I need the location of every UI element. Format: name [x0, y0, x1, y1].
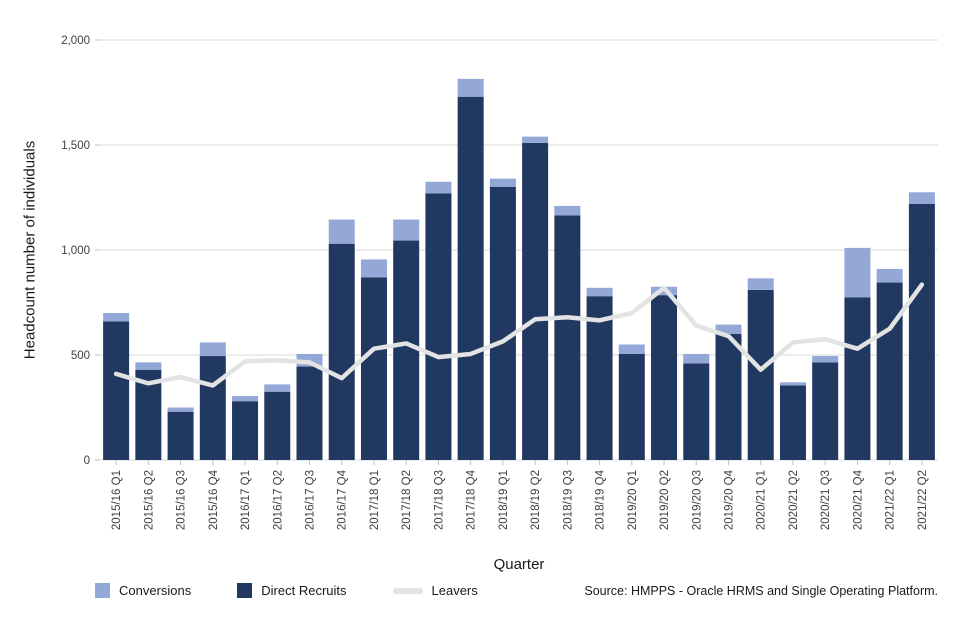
x-tick-label: 2020/21 Q4 — [852, 469, 864, 530]
bar-direct-recruits — [779, 385, 806, 460]
bar-direct-recruits — [167, 411, 194, 460]
x-tick-label: 2021/22 Q1 — [885, 470, 897, 530]
bar-conversions — [844, 247, 871, 298]
bar-direct-recruits — [844, 297, 871, 460]
legend-item-direct-recruits: Direct Recruits — [237, 583, 347, 598]
x-tick-label: 2016/17 Q1 — [240, 470, 252, 530]
legend-label: Conversions — [119, 583, 192, 598]
bar-direct-recruits — [651, 295, 678, 460]
leavers-line-swatch-icon — [392, 587, 423, 594]
bar-direct-recruits — [876, 282, 903, 460]
bar-conversions — [264, 384, 291, 392]
legend-swatch-icon — [95, 583, 110, 598]
x-tick-label: 2021/22 Q2 — [917, 470, 929, 530]
bar-conversions — [747, 278, 774, 290]
bar-direct-recruits — [522, 142, 549, 460]
bar-conversions — [103, 313, 130, 322]
bar-conversions — [457, 78, 484, 97]
bar-direct-recruits — [747, 289, 774, 460]
x-tick-label: 2018/19 Q3 — [562, 470, 574, 530]
y-tick-label: 2,000 — [61, 35, 90, 47]
x-tick-label: 2016/17 Q3 — [305, 470, 317, 530]
y-tick-label: 500 — [71, 350, 90, 362]
x-tick-label: 2020/21 Q3 — [820, 470, 832, 530]
bar-conversions — [683, 353, 710, 364]
x-tick-label: 2019/20 Q1 — [627, 470, 639, 530]
legend-label: Leavers — [431, 583, 478, 598]
bar-direct-recruits — [812, 362, 839, 460]
bar-direct-recruits — [103, 321, 130, 460]
x-tick-label: 2016/17 Q2 — [272, 470, 284, 530]
y-tick-label: 1,500 — [61, 140, 90, 152]
x-tick-label: 2018/19 Q1 — [498, 470, 510, 530]
legend: Conversions Direct Recruits Leavers — [95, 583, 478, 598]
bar-conversions — [360, 259, 387, 278]
bar-conversions — [328, 219, 355, 244]
bar-conversions — [715, 324, 742, 334]
x-tick-label: 2018/19 Q4 — [595, 469, 607, 530]
bar-conversions — [554, 205, 581, 216]
bar-direct-recruits — [586, 296, 613, 460]
bar-conversions — [489, 178, 516, 187]
x-tick-label: 2019/20 Q2 — [659, 470, 671, 530]
bar-conversions — [586, 287, 613, 297]
x-tick-label: 2020/21 Q1 — [756, 470, 768, 530]
y-tick-label: 0 — [84, 455, 90, 467]
bar-direct-recruits — [618, 353, 645, 460]
bar-conversions — [908, 192, 935, 204]
x-tick-label: 2015/16 Q2 — [143, 470, 155, 530]
bar-direct-recruits — [715, 334, 742, 460]
x-tick-label: 2017/18 Q1 — [369, 470, 381, 530]
bar-conversions — [393, 219, 420, 241]
bar-direct-recruits — [457, 96, 484, 460]
legend-label: Direct Recruits — [261, 583, 347, 598]
bar-conversions — [522, 136, 549, 143]
x-tick-label: 2015/16 Q1 — [111, 470, 123, 530]
x-tick-label: 2019/20 Q4 — [724, 469, 736, 530]
bar-conversions — [812, 356, 839, 363]
bar-direct-recruits — [425, 193, 452, 461]
bar-conversions — [167, 407, 194, 412]
legend-item-leavers: Leavers — [392, 583, 478, 598]
bar-direct-recruits — [360, 277, 387, 460]
x-tick-label: 2020/21 Q2 — [788, 470, 800, 530]
bar-direct-recruits — [264, 391, 291, 460]
x-tick-label: 2015/16 Q4 — [208, 469, 220, 530]
x-tick-label: 2017/18 Q3 — [433, 470, 445, 530]
bar-direct-recruits — [908, 203, 935, 461]
legend-swatch-icon — [237, 583, 253, 598]
chart-plot-area: 0 500 1,000 1,500 2,000 2015/16 Q1 2015/16 Q2 2… — [61, 35, 938, 530]
x-tick-label: 2016/17 Q4 — [337, 469, 349, 530]
y-tick-label: 1,000 — [61, 245, 90, 257]
bar-conversions — [618, 344, 645, 354]
bar-conversions — [425, 181, 452, 194]
bar-conversions — [876, 268, 903, 283]
x-tick-label: 2017/18 Q2 — [401, 470, 413, 530]
legend-item-conversions: Conversions — [95, 583, 191, 598]
bar-direct-recruits — [232, 401, 259, 460]
bar-conversions — [199, 342, 226, 357]
bar-conversions — [135, 362, 162, 370]
bar-direct-recruits — [393, 240, 420, 460]
x-axis-title: Quarter — [493, 556, 545, 573]
x-tick-label: 2017/18 Q4 — [466, 469, 478, 530]
x-tick-label: 2018/19 Q2 — [530, 470, 542, 530]
bar-direct-recruits — [199, 356, 226, 460]
leavers-line — [113, 282, 925, 388]
x-tick-label: 2019/20 Q3 — [691, 470, 703, 530]
bar-direct-recruits — [296, 366, 323, 460]
bar-direct-recruits — [683, 363, 710, 460]
source-note: Source: HMPPS - Oracle HRMS and Single O… — [584, 583, 938, 598]
bar-conversions — [232, 395, 259, 402]
bar-direct-recruits — [489, 187, 516, 460]
x-tick-label: 2015/16 Q3 — [176, 470, 188, 530]
bar-conversions — [779, 382, 806, 386]
bar-direct-recruits — [328, 243, 355, 460]
chart-footer: Conversions Direct Recruits Leavers Source… — [95, 583, 938, 598]
bar-direct-recruits — [554, 215, 581, 460]
